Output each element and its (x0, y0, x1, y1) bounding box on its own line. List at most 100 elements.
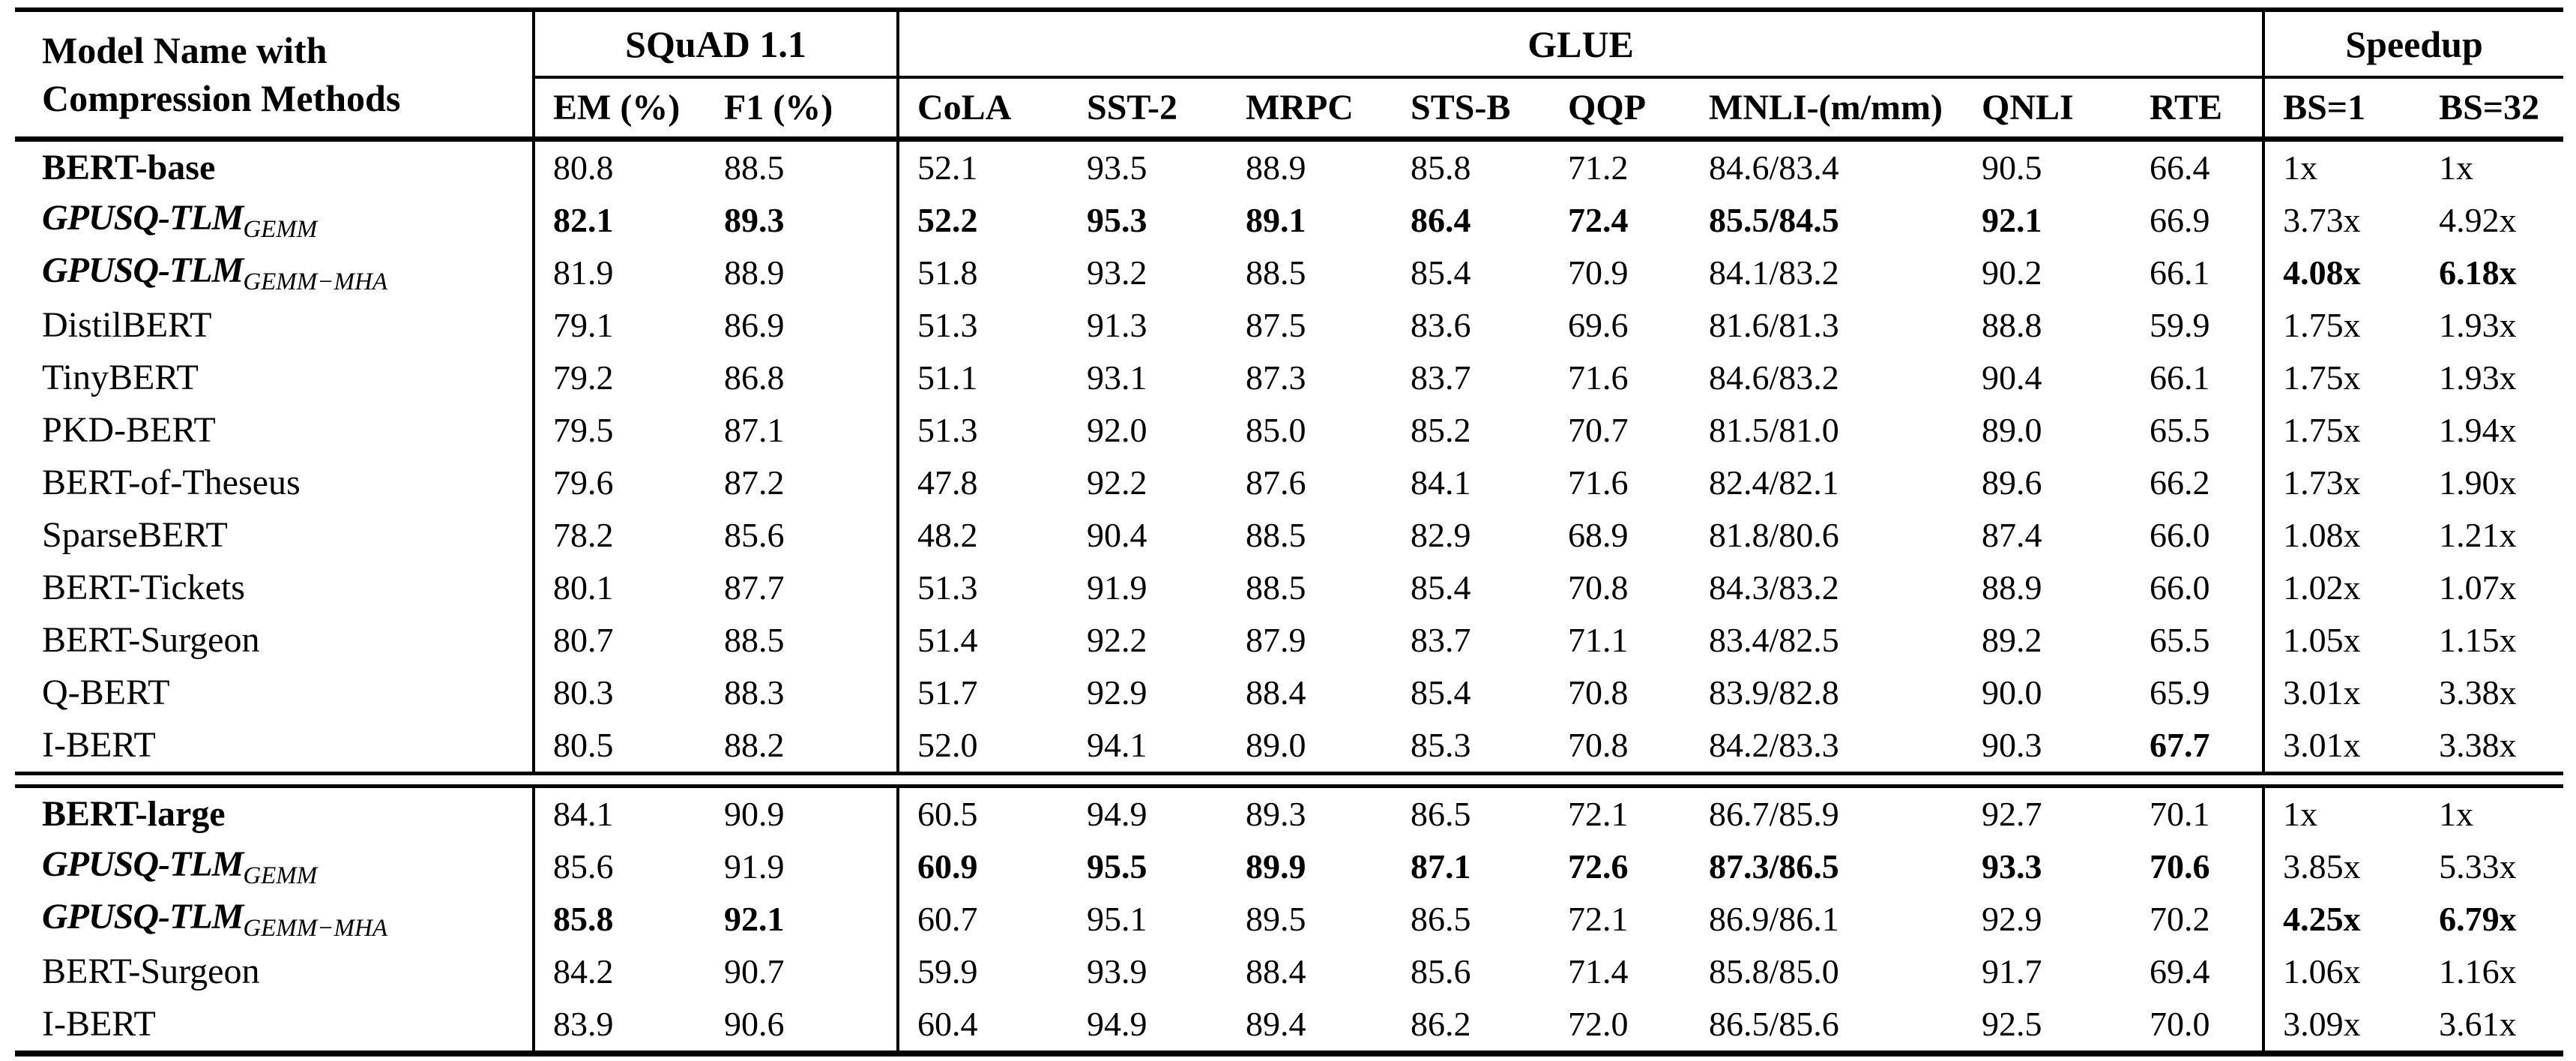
model-name-cell: Q-BERT (42, 673, 170, 712)
value-cell: 4.92x (2439, 201, 2517, 239)
value-cell: 60.5 (896, 786, 1070, 841)
value-cell: 90.4 (1982, 358, 2042, 397)
value-cell: 70.8 (1568, 726, 1629, 764)
value-cell: 69.4 (2150, 952, 2210, 991)
table-row: I-BERT 80.5 88.2 52.0 94.1 89.0 85.3 70.8 84.2/8… (15, 718, 2563, 773)
value-cell: 87.4 (1982, 516, 2042, 554)
model-name-cell: I-BERT (42, 725, 156, 765)
value-cell: 1.21x (2439, 516, 2517, 554)
value-cell: 1.75x (2262, 298, 2422, 352)
model-name-cell: BERT-Surgeon (42, 620, 260, 660)
model-name-cell: I-BERT (42, 1004, 156, 1044)
value-cell: 80.7 (532, 613, 706, 667)
value-cell: 72.0 (1568, 1005, 1629, 1043)
value-cell: 89.4 (1246, 1005, 1306, 1043)
value-cell: 66.1 (2150, 253, 2210, 292)
table-row: GPUSQ-TLMGEMM 85.6 91.9 60.9 95.5 89.9 87.1 72.… (15, 840, 2563, 893)
value-cell: 88.9 (724, 253, 785, 292)
value-cell: 92.1 (724, 900, 785, 938)
value-cell: 66.9 (2150, 201, 2210, 239)
model-name-cell: BERT-Surgeon (42, 952, 260, 991)
value-cell: 88.9 (1246, 148, 1306, 187)
value-cell: 88.2 (724, 726, 785, 764)
value-cell: 1.05x (2262, 613, 2422, 667)
value-cell: 47.8 (896, 456, 1070, 509)
value-cell: 80.5 (532, 718, 706, 773)
value-cell: 3.01x (2262, 666, 2422, 719)
value-cell: 85.0 (1246, 411, 1306, 449)
value-cell: 3.38x (2439, 726, 2517, 764)
model-name-cell: GPUSQ-TLMGEMM−MHA (15, 247, 534, 299)
value-cell: 88.8 (1982, 306, 2042, 344)
value-cell: 65.5 (2150, 411, 2210, 449)
value-cell: 85.8 (1411, 148, 1471, 187)
table-row: TinyBERT 79.2 86.8 51.1 93.1 87.3 83.7 71.6 84.6… (15, 351, 2563, 404)
value-cell: 85.5/84.5 (1709, 201, 1839, 239)
value-cell: 65.9 (2150, 673, 2210, 712)
value-cell: 92.9 (1982, 900, 2042, 938)
value-cell: 88.3 (724, 673, 785, 712)
value-cell: 72.1 (1568, 900, 1629, 938)
value-cell: 70.6 (2150, 847, 2210, 886)
column-header-bs1: BS=1 (2262, 77, 2422, 142)
value-cell: 93.1 (1087, 358, 1147, 397)
value-cell: 71.2 (1568, 148, 1629, 187)
column-header-row: EM (%) F1 (%) CoLA SST-2 MRPC STS-B QQP … (15, 77, 2564, 142)
value-cell: 95.5 (1087, 847, 1147, 886)
model-name: GPUSQ-TLM (42, 197, 244, 238)
model-name-cell: BERT-large (42, 794, 226, 834)
value-cell: 1.06x (2262, 945, 2422, 998)
table-row: Q-BERT 80.3 88.3 51.7 92.9 88.4 85.4 70.8 83.9/8… (15, 666, 2563, 719)
value-cell: 86.5 (1411, 795, 1471, 833)
value-cell: 87.6 (1246, 463, 1306, 502)
value-cell: 92.7 (1982, 795, 2042, 833)
value-cell: 86.5 (1411, 900, 1471, 938)
value-cell: 1x (2439, 148, 2474, 187)
value-cell: 60.7 (896, 892, 1070, 946)
value-cell: 88.5 (724, 148, 785, 187)
group-header-row: Model Name with Compression Methods SQuA… (15, 10, 2564, 142)
model-name-cell: TinyBERT (42, 358, 199, 397)
value-cell: 95.1 (1087, 900, 1147, 938)
value-cell: 79.2 (532, 351, 706, 404)
model-name-cell: SparseBERT (42, 515, 228, 555)
value-cell: 86.4 (1411, 201, 1471, 239)
value-cell: 72.4 (1568, 201, 1629, 239)
model-name-cell: GPUSQ-TLMGEMM (15, 194, 534, 247)
value-cell: 59.9 (896, 945, 1070, 998)
value-cell: 87.9 (1246, 621, 1306, 659)
value-cell: 91.7 (1982, 952, 2042, 991)
value-cell: 1.73x (2262, 456, 2422, 509)
column-header-sst2: SST-2 (1069, 77, 1228, 142)
value-cell: 81.9 (532, 246, 706, 299)
table-row: BERT-Tickets 80.1 87.7 51.3 91.9 88.5 85.4 70.8… (15, 561, 2563, 614)
double-rule (15, 771, 2564, 788)
value-cell: 83.9/82.8 (1709, 673, 1839, 712)
value-cell: 80.8 (532, 139, 706, 194)
table-row: BERT-base 80.8 88.5 52.1 93.5 88.9 85.8 71.2 84.… (15, 139, 2563, 194)
value-cell: 65.5 (2150, 621, 2210, 659)
value-cell: 1.93x (2439, 358, 2517, 397)
value-cell: 81.5/81.0 (1709, 411, 1839, 449)
value-cell: 1x (2262, 139, 2422, 194)
value-cell: 94.9 (1087, 1005, 1147, 1043)
group-header-glue: GLUE (896, 10, 2264, 79)
value-cell: 71.6 (1568, 463, 1629, 502)
column-header-cola: CoLA (896, 77, 1070, 142)
value-cell: 80.1 (532, 561, 706, 614)
value-cell: 89.5 (1246, 900, 1306, 938)
value-cell: 88.9 (1982, 568, 2042, 607)
table-header: Model Name with Compression Methods SQuA… (15, 10, 2564, 142)
model-name: GPUSQ-TLM (42, 250, 244, 290)
value-cell: 1.15x (2439, 621, 2517, 659)
column-header-bs32: BS=32 (2421, 77, 2564, 142)
value-cell: 70.9 (1568, 253, 1629, 292)
value-cell: 84.6/83.4 (1709, 148, 1839, 187)
column-header-em: EM (%) (532, 77, 706, 142)
value-cell: 70.2 (2150, 900, 2210, 938)
table-row: BERT-large 84.1 90.9 60.5 94.9 89.3 86.5 72.1 86… (15, 786, 2563, 841)
value-cell: 52.2 (896, 193, 1070, 247)
table-row: GPUSQ-TLMGEMM−MHA 81.9 88.9 51.8 93.2 88.5 85.… (15, 246, 2563, 299)
value-cell: 51.8 (896, 246, 1070, 299)
value-cell: 3.01x (2262, 718, 2422, 773)
